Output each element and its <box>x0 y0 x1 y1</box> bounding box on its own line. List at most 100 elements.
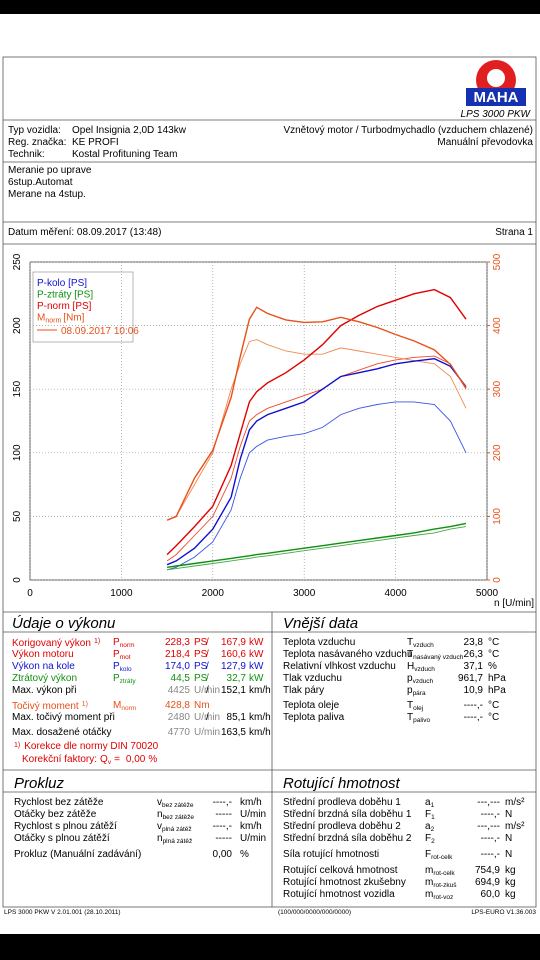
y2-tick-label: 200 <box>492 444 503 461</box>
x-tick-label: 3000 <box>293 588 316 599</box>
symbol-main: Q <box>100 754 108 765</box>
value: 160,6 <box>220 649 246 660</box>
symbol: mrot-zkuš <box>425 878 456 890</box>
label-text: Rotující celková hmotnost <box>283 865 398 876</box>
symbol-main: F <box>425 849 432 860</box>
section-title: Údaje o výkonu <box>12 615 116 632</box>
value: 60,0 <box>480 889 500 900</box>
note-line: 6stup.Automat <box>8 177 73 188</box>
field-value: Opel Insignia 2,0D 143kw <box>72 125 186 136</box>
value: ----,- <box>480 809 500 820</box>
y-tick-label: 100 <box>12 444 23 461</box>
row-label: Tlak páry <box>283 686 324 696</box>
logo-center <box>487 69 505 87</box>
unit: kW <box>249 649 264 660</box>
value: 428,8 <box>164 700 190 711</box>
label-text: Otáčky s plnou zátěží <box>14 833 110 844</box>
section-title: Prokluz <box>14 775 65 792</box>
symbol-main: n <box>157 833 163 844</box>
symbol: Tnasávaný vzduch <box>407 650 463 662</box>
label-text: Tlak páry <box>283 685 325 696</box>
unit: PS <box>194 649 208 660</box>
unit: m/s² <box>505 797 525 808</box>
symbol-main: m <box>425 865 434 876</box>
symbol-sub: norm <box>121 705 137 712</box>
symbol: Hvzduch <box>407 662 435 674</box>
row-label: Max. točivý moment při <box>12 713 115 723</box>
symbol-sub: olej <box>413 705 424 712</box>
model: LPS 3000 PKW <box>461 109 532 120</box>
series-line <box>167 526 467 571</box>
row-label: Korigovaný výkon 1) <box>12 638 100 649</box>
label-text: Rychlost s plnou zátěží <box>14 821 117 832</box>
footnote-text: Korekce dle normy DIN 70020 <box>24 741 159 752</box>
value: 694,9 <box>474 877 500 888</box>
series-line <box>166 306 467 521</box>
label-text: Korigovaný výkon <box>12 638 91 649</box>
label-text: Rotující hmotnost vozidla <box>283 889 395 900</box>
value: 37,1 <box>463 661 483 672</box>
row-label: Prokluz (Manuální zadávání) <box>14 850 141 860</box>
unit: km/h <box>240 821 262 832</box>
field-label: Typ vozidla: <box>8 125 61 136</box>
y2-tick-label: 400 <box>492 317 503 334</box>
x-tick-label: 1000 <box>110 588 133 599</box>
row-label: Síla rotující hmotnosti <box>283 850 379 860</box>
field-label: Reg. značka: <box>8 137 67 148</box>
note-line: Meranie po uprave <box>8 165 92 176</box>
footer-right: LPS-EURO V1.36.003 <box>471 909 536 916</box>
unit: hPa <box>488 685 506 696</box>
bottom-bar <box>0 934 540 960</box>
symbol: vplná zátěž <box>157 822 192 834</box>
value: ----- <box>215 833 232 844</box>
value: 218,4 <box>164 649 190 660</box>
value: 26,3 <box>463 649 483 660</box>
separator: / <box>206 712 209 723</box>
value: 10,9 <box>463 685 483 696</box>
value: ----,- <box>212 821 232 832</box>
correction-unit: % <box>148 754 158 765</box>
x-tick-label: 0 <box>27 588 33 599</box>
value: ---,--- <box>477 797 500 808</box>
symbol-main: P <box>113 637 120 648</box>
label-text: Max. točivý moment při <box>12 712 115 723</box>
legend-text: M <box>37 313 45 324</box>
unit: km/h <box>249 685 271 696</box>
value: ----,- <box>212 797 232 808</box>
symbol-main: m <box>425 877 434 888</box>
value: 961,7 <box>457 673 483 684</box>
footnote-mark: 1) <box>93 638 101 645</box>
page-number: Strana 1 <box>495 227 533 238</box>
symbol: a1 <box>425 798 434 810</box>
engine-info: Vznětový motor / Turbodmychadlo (vzduche… <box>283 125 533 136</box>
symbol-main: n <box>157 809 163 820</box>
unit: hPa <box>488 673 506 684</box>
legend-entry: Mnorm [Nm] <box>37 313 85 325</box>
label-text: Ztrátový výkon <box>12 673 78 684</box>
symbol-main: T <box>407 649 414 660</box>
label-text: Max. dosažené otáčky <box>12 727 112 738</box>
row-label: Otáčky bez zátěže <box>14 810 96 820</box>
symbol-main: F <box>425 833 432 844</box>
x-axis-label: n [U/min] <box>494 598 534 609</box>
value: 85,1 <box>226 712 246 723</box>
value: ---,--- <box>477 821 500 832</box>
note-line: Merane na 4stup. <box>8 189 86 200</box>
symbol: ppára <box>407 686 426 698</box>
series-line <box>166 401 467 571</box>
footnote-mark: 1) <box>81 701 88 708</box>
unit: Nm <box>194 700 210 711</box>
row-label: Teplota paliva <box>283 713 344 723</box>
logo-text: MAHA <box>474 89 519 106</box>
row-label: Výkon na kole <box>12 662 75 672</box>
footnote: 1) Korekce dle normy DIN 70020 <box>14 742 158 752</box>
unit: kW <box>249 673 264 684</box>
date: Datum měření: 08.09.2017 (13:48) <box>8 227 162 238</box>
row-label: Tlak vzduchu <box>283 674 342 684</box>
row-label: Střední prodleva doběhu 1 <box>283 798 401 808</box>
label-text: Střední prodleva doběhu 2 <box>283 821 401 832</box>
row-label: Max. výkon při <box>12 686 76 696</box>
row-label: Teplota nasávaného vzduchu <box>283 650 413 660</box>
section-title: Rotující hmotnost <box>283 775 400 792</box>
